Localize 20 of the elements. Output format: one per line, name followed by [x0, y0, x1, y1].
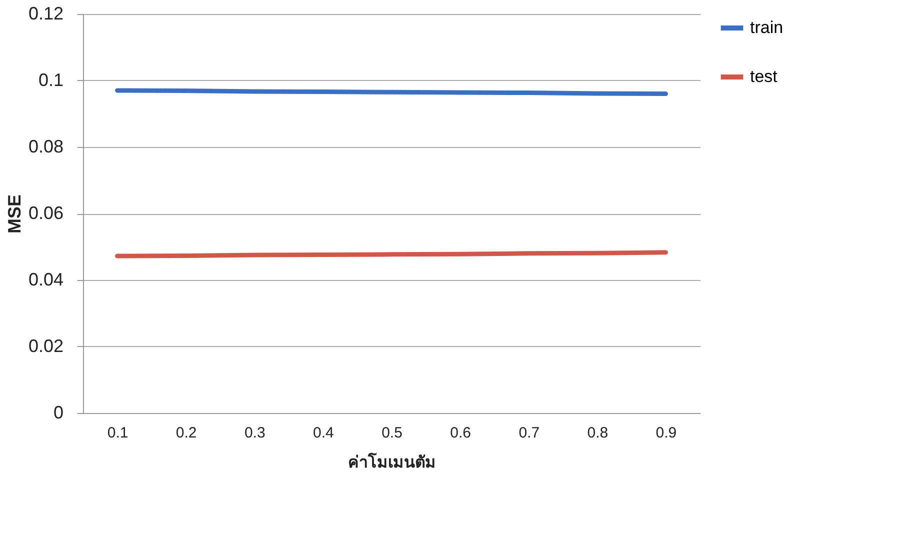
x-tick-label: 0.1	[107, 424, 128, 442]
y-tick-label: 0.02	[28, 336, 64, 356]
y-axis-title: MSE	[4, 194, 24, 234]
y-tick-label: 0.1	[38, 70, 64, 90]
x-tick-label: 0.6	[450, 424, 471, 442]
x-tick-label: 0.9	[656, 424, 677, 442]
x-tick-label: 0.5	[382, 424, 402, 442]
y-tick-label: 0.04	[28, 270, 64, 290]
x-tick-label: 0.3	[244, 424, 266, 442]
y-tick-label: 0.06	[28, 203, 64, 223]
x-axis-title: ค่าโมเมนตัม	[348, 452, 436, 472]
legend-label: test	[750, 67, 778, 86]
x-tick-label: 0.8	[587, 424, 608, 442]
x-tick-label: 0.4	[313, 424, 334, 442]
x-tick-label: 0.7	[518, 424, 540, 442]
y-tick-label: 0.12	[28, 4, 64, 24]
x-tick-label: 0.2	[176, 424, 197, 442]
y-tick-label: 0	[53, 402, 64, 422]
legend-label: train	[750, 18, 784, 37]
y-tick-label: 0.08	[28, 136, 64, 156]
